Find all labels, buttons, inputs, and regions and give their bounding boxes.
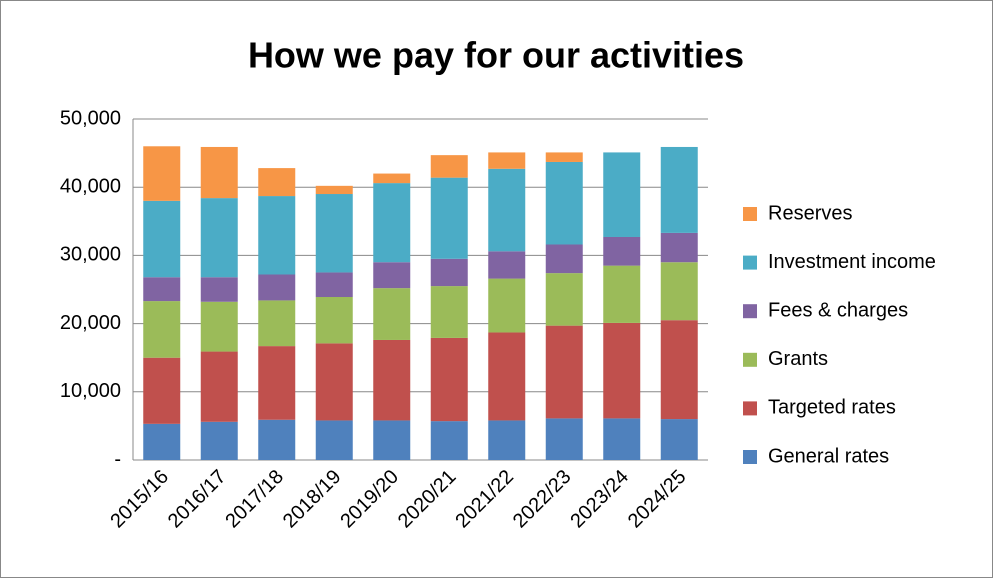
bar-segment (315, 343, 353, 421)
bar-segment (488, 168, 526, 252)
legend-swatch (743, 207, 757, 221)
y-tick-label: 50,000 (60, 107, 121, 129)
bar-segment (660, 262, 698, 321)
bar-segment (545, 152, 583, 162)
bar-segment (603, 322, 641, 419)
bar-segment (200, 277, 238, 302)
legend-label: Investment income (768, 251, 936, 273)
legend-swatch (743, 401, 757, 416)
bar-segment (315, 297, 353, 344)
bar-segment (430, 155, 468, 178)
bar-segment (430, 177, 468, 259)
bar-segment (545, 273, 583, 326)
legend-swatch (743, 255, 757, 270)
bar-segment (200, 351, 238, 422)
bar-segment (545, 418, 583, 460)
bar-segment (315, 420, 353, 460)
bar-segment (545, 244, 583, 274)
bar-segment (488, 278, 526, 333)
bar-segment (373, 262, 411, 289)
bar-segment (200, 301, 238, 352)
y-tick-label: 10,000 (60, 380, 121, 402)
bar-segment (143, 277, 181, 302)
bar-segment (143, 146, 181, 201)
bar-segment (143, 301, 181, 358)
bar-segment (488, 152, 526, 169)
legend-swatch (743, 304, 757, 319)
bar-segment (545, 161, 583, 245)
bar-segment (258, 346, 296, 420)
legend-label: Grants (768, 348, 828, 370)
bar-segment (200, 421, 238, 460)
bar-segment (373, 339, 411, 421)
y-tick-label: 30,000 (60, 244, 121, 266)
bar-segment (258, 300, 296, 347)
bar-segment (430, 286, 468, 338)
bar-segment (143, 357, 181, 424)
y-tick-label: - (114, 448, 121, 470)
bar-segment (373, 288, 411, 340)
bar-segment (660, 320, 698, 420)
bar-segment (200, 146, 238, 199)
bar-segment (488, 251, 526, 279)
bar-segment (200, 198, 238, 278)
bar-segment (660, 419, 698, 460)
bar-segment (373, 183, 411, 263)
bar-segment (258, 196, 296, 275)
bar-segment (315, 272, 353, 298)
bar-segment (488, 420, 526, 460)
bar-segment (545, 325, 583, 419)
bar-segment (258, 419, 296, 460)
bar-segment (315, 194, 353, 273)
bar-segment (660, 232, 698, 263)
bar-segment (258, 274, 296, 301)
bar-segment (488, 332, 526, 421)
legend-label: Reserves (768, 202, 852, 224)
legend-label: Fees & charges (768, 299, 908, 321)
bar-segment (373, 420, 411, 460)
y-tick-label: 40,000 (60, 175, 121, 197)
legend-label: Targeted rates (768, 397, 896, 419)
legend-label: General rates (768, 445, 889, 467)
bar-segment (603, 418, 641, 460)
bar-segment (430, 421, 468, 460)
legend-swatch (743, 352, 757, 367)
y-tick-label: 20,000 (60, 312, 121, 334)
bar-segment (603, 236, 641, 266)
bar-segment (603, 152, 641, 237)
bar-segment (143, 200, 181, 278)
bar-segment (430, 337, 468, 422)
bar-segment (660, 146, 698, 233)
chart-title: How we pay for our activities (248, 35, 744, 76)
bar-segment (143, 423, 181, 460)
legend-swatch (743, 450, 757, 464)
bar-segment (315, 185, 353, 195)
bar-segment (603, 265, 641, 323)
bar-segment (258, 168, 296, 197)
bar-segment (430, 258, 468, 287)
bar-segment (373, 173, 411, 184)
